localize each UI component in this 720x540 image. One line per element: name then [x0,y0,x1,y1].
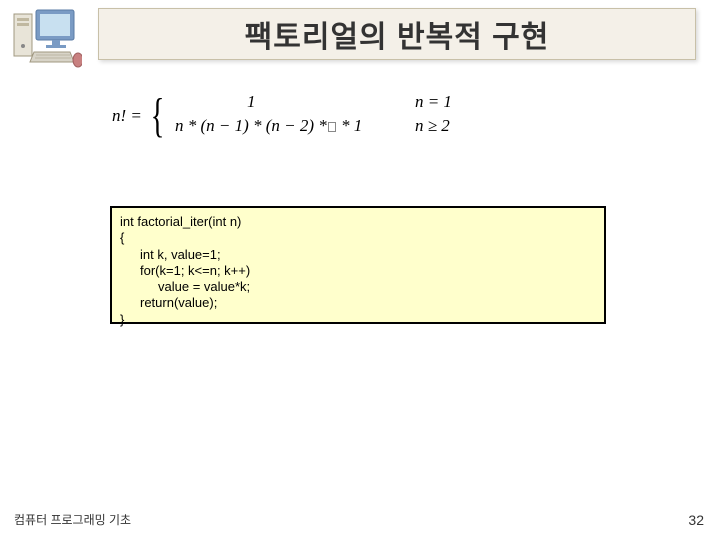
code-line: int k, value=1; [120,247,596,263]
footer-course-name: 컴퓨터 프로그래밍 기초 [14,511,131,528]
code-line: int factorial_iter(int n) [120,214,596,230]
slide-title-bar: 팩토리얼의 반복적 구현 [98,8,696,60]
code-line: value = value*k; [120,279,596,295]
brace-icon: { [151,94,165,137]
code-line: return(value); [120,295,596,311]
ellipsis-icon [328,122,336,132]
code-line: for(k=1; k<=n; k++) [120,263,596,279]
formula-lhs: n! = [112,106,142,126]
formula-case2-right: n ≥ 2 [415,116,475,136]
page-number: 32 [688,512,704,528]
slide-title: 팩토리얼의 반복적 구현 [245,12,550,56]
formula-case1-left: 1 [175,92,415,112]
formula-case2-left: n * (n − 1) * (n − 2) * * 1 [175,116,415,136]
code-line: } [120,312,596,328]
computer-icon [12,8,82,68]
formula-case1-right: n = 1 [415,92,475,112]
code-line: { [120,230,596,246]
code-block: int factorial_iter(int n) { int k, value… [110,206,606,324]
factorial-formula: n! = { 1 n = 1 n * (n − 1) * (n − 2) * *… [112,92,475,140]
